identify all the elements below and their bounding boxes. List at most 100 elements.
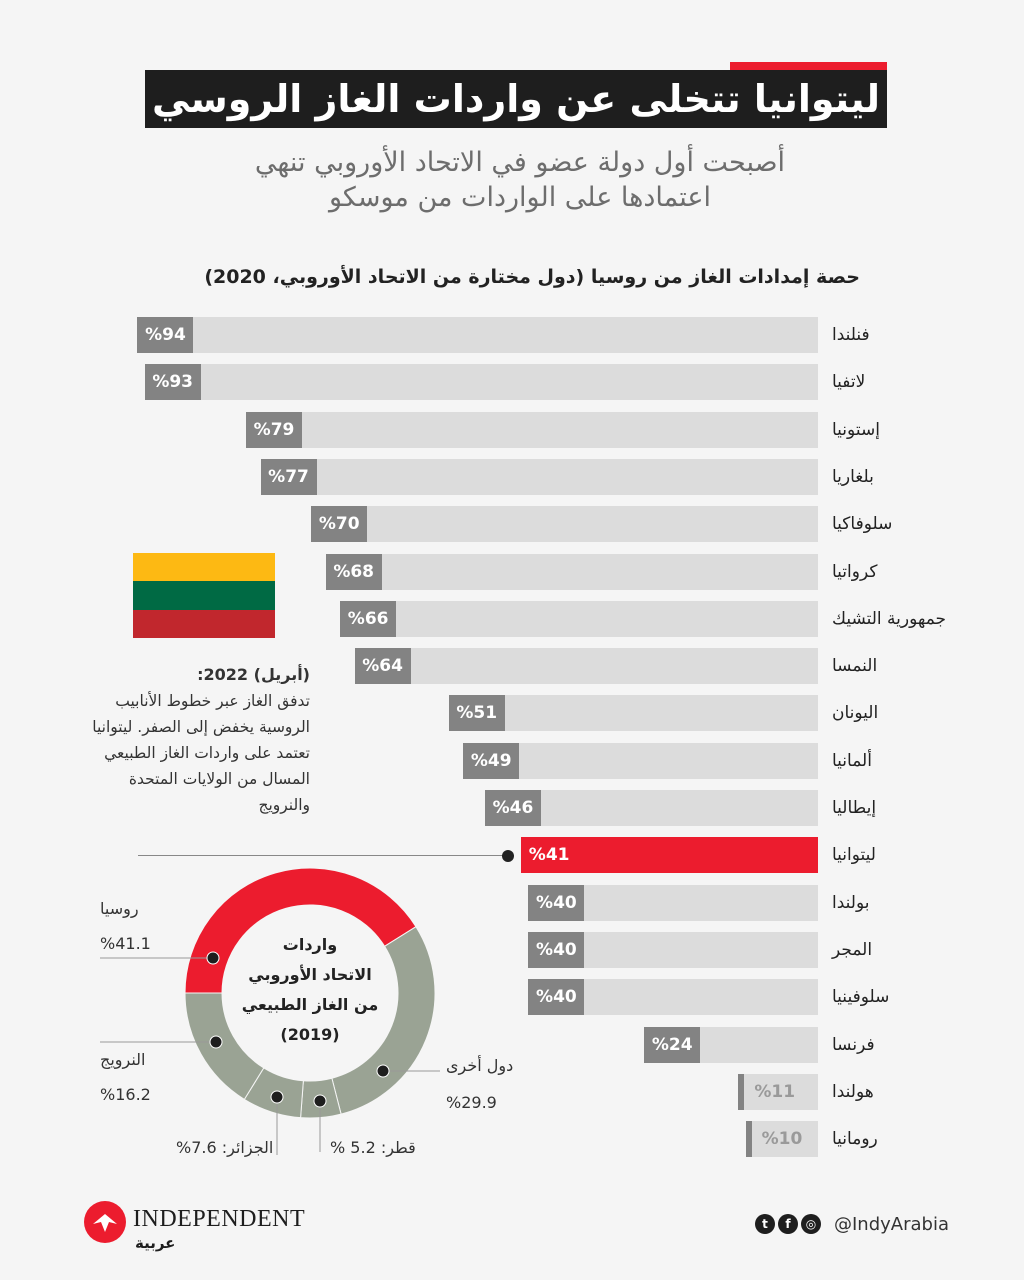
country-label: سلوفاكيا: [832, 514, 893, 535]
note: (أبريل) 2022: تدفق الغاز عبر خطوط الأناب…: [88, 662, 310, 818]
bar-row: %40 المجر: [0, 931, 1024, 968]
leader-dot: [206, 951, 220, 965]
note-body: تدفق الغاز عبر خطوط الأنابيب الروسية يخف…: [92, 692, 310, 814]
bar-value-label: %40: [536, 892, 577, 913]
social-icons: t f ◎: [755, 1214, 821, 1234]
twitter-icon[interactable]: t: [755, 1214, 775, 1234]
bar-value-box: %79: [246, 411, 303, 448]
flag-stripe-red: [133, 609, 275, 638]
bar-value-box: %94: [137, 317, 194, 353]
bar: [738, 1073, 818, 1110]
donut-slice: [184, 867, 417, 994]
donut-title-line: من الغاز الطبيعي: [241, 995, 379, 1014]
bar-value-label: %93: [152, 372, 194, 393]
bar-row: %93 لاتفيا: [0, 364, 1024, 401]
country-label: رومانيا: [832, 1129, 878, 1150]
bar-value-label: %77: [268, 466, 309, 487]
bar: %94: [137, 317, 818, 353]
country-label: إستونيا: [832, 419, 880, 440]
logo-subtext: عربية: [135, 1234, 176, 1252]
flag-stripe-green: [133, 581, 275, 610]
bar-value-box: [745, 1121, 752, 1158]
subtitle-line: اعتمادها على الواردات من موسكو: [328, 182, 712, 213]
donut-title: واردات الاتحاد الأوروبي من الغاز الطبيعي…: [230, 930, 390, 1050]
bar: %66: [340, 600, 818, 637]
flag-stripe-yellow: [133, 553, 275, 582]
bar-row: %66 جمهورية التشيك: [0, 600, 1024, 637]
social-handle[interactable]: @IndyArabia: [834, 1214, 949, 1235]
bar-value-box: %40: [528, 931, 585, 968]
bar-value-box: %41: [521, 837, 578, 874]
facebook-icon[interactable]: f: [778, 1214, 798, 1234]
bar-value-label: %66: [347, 608, 389, 629]
bar: %68: [325, 553, 818, 590]
bar-value-box: %51: [448, 695, 505, 732]
logo-text: INDEPENDENT: [133, 1206, 306, 1232]
bar: %40: [528, 884, 818, 921]
bar: %77: [260, 458, 818, 495]
bar-row: %41 ليتوانيا: [0, 837, 1024, 874]
bar-row: %40 بولندا: [0, 884, 1024, 921]
country-label: فنلندا: [832, 325, 870, 345]
subtitle-line: أصبحت أول دولة عضو في الاتحاد الأوروبي ت…: [254, 147, 786, 178]
bar: %51: [448, 695, 818, 732]
note-heading: (أبريل) 2022:: [197, 665, 310, 684]
bar-value-box: %70: [311, 506, 368, 543]
eagle-logo-icon: [84, 1201, 126, 1243]
bar-value-label: %49: [470, 750, 512, 771]
donut-slice: [184, 992, 265, 1101]
bar-row: %40 سلوفينيا: [0, 979, 1024, 1016]
bar-value-label: %10: [761, 1129, 803, 1150]
bar-row: %46 إيطاليا: [0, 790, 1024, 826]
pointer-dot: [502, 850, 514, 862]
country-label: النمسا: [832, 656, 878, 677]
bar-value-box: %93: [144, 364, 201, 401]
bar-value-box: %24: [644, 1026, 701, 1063]
page-title: ليتوانيا تتخلى عن واردات الغاز الروسي: [145, 70, 887, 128]
bar-value-box: %66: [340, 600, 397, 637]
bar-row: %51 اليونان: [0, 695, 1024, 732]
country-label: بولندا: [832, 892, 870, 913]
bar: %64: [354, 648, 818, 685]
bar: %93: [144, 364, 818, 401]
bar-row: %11 هولندا: [0, 1073, 1024, 1110]
country-label: كرواتيا: [832, 561, 878, 582]
pointer-line: [138, 855, 508, 856]
bar-value-box: %68: [325, 553, 382, 590]
bar-value-box: %49: [463, 742, 520, 779]
leader-dot: [376, 1064, 390, 1078]
donut-value-russia: %41.1: [100, 934, 151, 953]
donut-label-others: دول أخرى: [446, 1056, 514, 1075]
bar-row: %10 رومانيا: [0, 1121, 1024, 1158]
bar-value-box: %77: [260, 458, 317, 495]
bar-value-box: %64: [354, 648, 411, 685]
bar: %79: [246, 411, 818, 448]
bar-value-label: %46: [492, 798, 534, 818]
country-label: فرنسا: [832, 1034, 875, 1055]
bar: %70: [311, 506, 818, 543]
instagram-icon[interactable]: ◎: [801, 1214, 821, 1234]
bar-value-label: %24: [651, 1034, 693, 1055]
country-label: لاتفيا: [832, 372, 866, 393]
country-label: جمهورية التشيك: [832, 608, 947, 629]
country-label: ليتوانيا: [832, 845, 876, 866]
bar-value-box: %40: [528, 979, 585, 1016]
bar-value-box: %40: [528, 884, 585, 921]
donut-value-norway: %16.2: [100, 1085, 151, 1104]
country-label: اليونان: [832, 703, 879, 724]
bar: %24: [644, 1026, 818, 1063]
donut-label-russia: روسيا: [100, 899, 139, 918]
leader-dot: [270, 1090, 284, 1104]
bar-value-box: %46: [484, 790, 541, 826]
donut-title-line: (2019): [280, 1025, 340, 1044]
bar-row: %24 فرنسا: [0, 1026, 1024, 1063]
bar-value-label: %68: [333, 561, 375, 582]
donut-title-line: الاتحاد الأوروبي: [248, 965, 372, 984]
leader-dot: [209, 1035, 223, 1049]
bar-value-label: %11: [754, 1081, 796, 1102]
bar-row: %79 إستونيا: [0, 411, 1024, 448]
donut-label-norway: النرويج: [100, 1050, 146, 1069]
bar: %40: [528, 931, 818, 968]
